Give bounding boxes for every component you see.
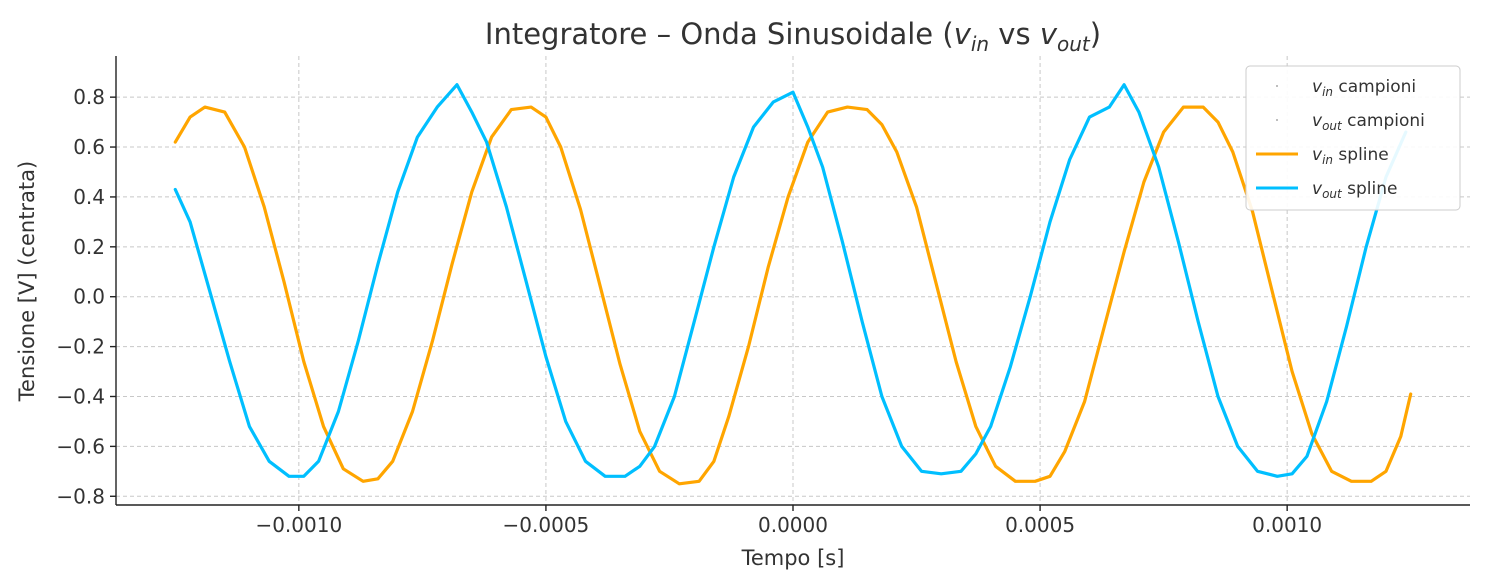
x-tick-label: −0.0005 — [503, 513, 590, 537]
y-tick-label: −0.6 — [56, 434, 105, 458]
legend-label: vout spline — [1312, 179, 1397, 201]
legend: vin campioni vout campioni vin spline vout … — [1245, 65, 1461, 211]
y-tick-label: −0.2 — [56, 335, 105, 359]
x-tick-label: 0.0000 — [758, 513, 828, 537]
y-tick-label: 0.8 — [73, 85, 105, 109]
y-tick-label: 0.4 — [73, 185, 105, 209]
series-line-vin — [173, 105, 1413, 486]
ticks: −0.0010 −0.0005 0.0000 0.0005 0.0010 −0.8 −0.6… — [56, 85, 1322, 537]
x-tick-label: 0.0010 — [1252, 513, 1322, 537]
y-tick-label: −0.4 — [56, 384, 105, 408]
y-tick-label: 0.2 — [73, 235, 105, 259]
y-axis-title: Tensione [V] (centrata) — [15, 161, 39, 402]
y-tick-label: 0.6 — [73, 135, 105, 159]
legend-label: vin spline — [1312, 145, 1389, 167]
legend-marker-swatch — [1276, 119, 1278, 121]
grid — [116, 56, 1470, 505]
legend-marker-swatch — [1276, 85, 1278, 87]
y-tick-label: 0.0 — [73, 285, 105, 309]
chart-title: Integratore – Onda Sinusoidale (vin vs v… — [485, 17, 1101, 56]
legend-box — [1245, 65, 1461, 211]
x-tick-label: 0.0005 — [1005, 513, 1075, 537]
legend-label: vin campioni — [1312, 77, 1416, 99]
legend-label: vout campioni — [1312, 111, 1425, 133]
series-line-vout — [173, 83, 1408, 478]
y-tick-label: −0.8 — [56, 484, 105, 508]
series-layer — [173, 83, 1413, 486]
x-tick-label: −0.0010 — [255, 513, 342, 537]
x-axis-title: Tempo [s] — [741, 546, 845, 570]
